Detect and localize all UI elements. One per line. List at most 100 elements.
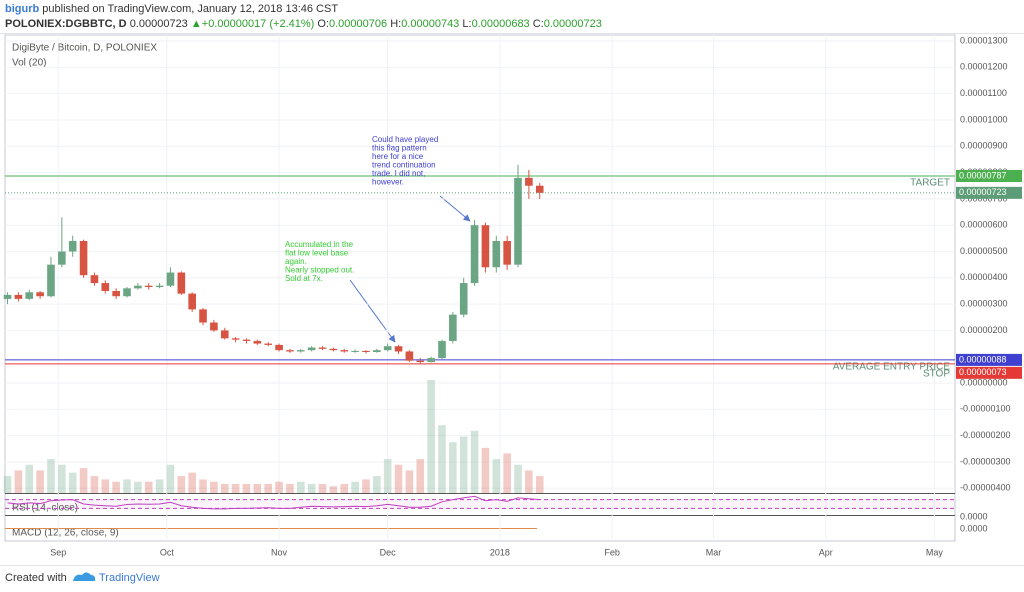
level-axis-box: [956, 353, 1022, 366]
x-tick-label: Sep: [50, 547, 66, 557]
candle-body: [3, 294, 12, 299]
y-tick-label: 0.00000500: [960, 246, 1008, 256]
macd-axis-label: 0.0000: [960, 511, 988, 521]
candle-body: [123, 288, 131, 297]
annotation-arrow: [349, 279, 396, 343]
y-tick-label: 0.00000000: [960, 377, 1008, 387]
y-tick-label: 0.00001300: [960, 35, 1008, 45]
rsi-band-fill: [5, 499, 955, 509]
volume-bar: [134, 481, 142, 493]
candle-body: [427, 358, 435, 362]
x-tick-label: May: [926, 547, 944, 557]
candle-body: [459, 283, 468, 315]
volume-bar: [166, 464, 175, 493]
ohlc-c: 0.00000723: [543, 18, 602, 30]
y-tick-label: 0.00000300: [960, 298, 1008, 308]
candle-body: [307, 347, 316, 351]
candle-body: [58, 251, 66, 265]
candle-body: [68, 240, 77, 252]
candle-body: [79, 240, 88, 276]
volume-bar: [351, 481, 359, 493]
rsi-line: [7, 495, 540, 510]
volume-bar: [3, 476, 12, 493]
volume-bar: [231, 483, 240, 493]
chart-frame: [4, 34, 956, 542]
y-tick-label: 0.00001000: [960, 114, 1008, 124]
volume-bar: [481, 447, 490, 493]
candle-body: [405, 351, 414, 361]
ohlc-h: 0.00000743: [401, 18, 460, 30]
arrow: ▲: [190, 18, 202, 30]
volume-bar: [155, 479, 164, 493]
candle-body: [264, 343, 273, 345]
volume-bar: [286, 483, 294, 493]
volume-bar: [123, 479, 131, 493]
candle-body: [296, 350, 305, 352]
candle-body: [253, 340, 262, 344]
author[interactable]: bigurb: [5, 3, 40, 15]
x-tick-label: Mar: [706, 547, 722, 557]
ohlc-h-label: H:: [390, 18, 402, 30]
x-tick-label: Nov: [271, 547, 288, 557]
volume-bar: [47, 459, 55, 493]
ohlc-o-label: O:: [317, 18, 329, 30]
candle-body: [220, 330, 229, 339]
candle-body: [481, 225, 490, 268]
publish-line: bigurb published on TradingView.com, Jan…: [5, 2, 602, 17]
candle-body: [101, 283, 110, 291]
level-name: AVERAGE ENTRY PRICE: [833, 362, 951, 373]
y-tick-label: -0.00000400: [960, 483, 1011, 493]
candle-body: [177, 272, 186, 294]
volume-bar: [188, 472, 196, 493]
volume-bar: [459, 436, 468, 493]
y-tick-label: -0.00000100: [960, 404, 1011, 414]
footer-brand[interactable]: TradingView: [99, 572, 160, 584]
x-tick-label: Apr: [819, 547, 833, 557]
volume-label: Vol (20): [12, 58, 46, 69]
candle-body: [25, 292, 34, 299]
volume-bar: [307, 483, 316, 493]
volume-bar: [101, 479, 110, 493]
y-tick-label: 0.00001200: [960, 62, 1008, 72]
ohlc-l-label: L:: [462, 18, 472, 30]
candle-body: [242, 339, 251, 341]
y-tick-label: -0.00000200: [960, 430, 1011, 440]
x-tick-label: Feb: [604, 547, 620, 557]
candle-body: [144, 285, 153, 288]
candle-body: [470, 225, 479, 284]
y-tick-label: -0.00000300: [960, 456, 1011, 466]
candle-body: [36, 292, 44, 297]
volume-bar: [373, 476, 381, 493]
candle-body: [90, 275, 99, 284]
candle-body: [340, 350, 349, 352]
level-name: TARGET: [910, 178, 950, 189]
candle-body: [514, 177, 522, 265]
candle-body: [449, 314, 457, 341]
volume-bar: [79, 468, 88, 493]
candle-body: [286, 350, 294, 352]
volume-bar: [144, 481, 153, 493]
change: +0.00000017 (+2.41%): [201, 18, 315, 30]
volume-bar: [405, 470, 414, 493]
annotation-text: Sold at 7x.: [285, 274, 323, 283]
x-tick-label: 2018: [490, 547, 510, 557]
ohlc-l: 0.00000683: [471, 18, 530, 30]
volume-bar: [253, 483, 262, 493]
annotation-arrow: [439, 195, 471, 222]
level-axis-label: 0.00000073: [959, 367, 1007, 377]
candle-body: [362, 350, 370, 352]
level-axis-label: 0.00000088: [959, 354, 1007, 364]
y-tick-label: 0.00000200: [960, 325, 1008, 335]
annotation-text: trend continuation: [372, 161, 436, 170]
volume-bar: [383, 459, 392, 493]
x-tick-label: Dec: [380, 547, 397, 557]
candle-body: [373, 350, 381, 352]
candle-body: [231, 338, 240, 340]
candle-body: [14, 294, 23, 299]
annotation-text: flat low level base: [285, 249, 349, 258]
volume-bar: [296, 481, 305, 493]
y-tick-label: 0.00000600: [960, 220, 1008, 230]
volume-bar: [242, 483, 251, 493]
candle-body: [416, 360, 425, 362]
